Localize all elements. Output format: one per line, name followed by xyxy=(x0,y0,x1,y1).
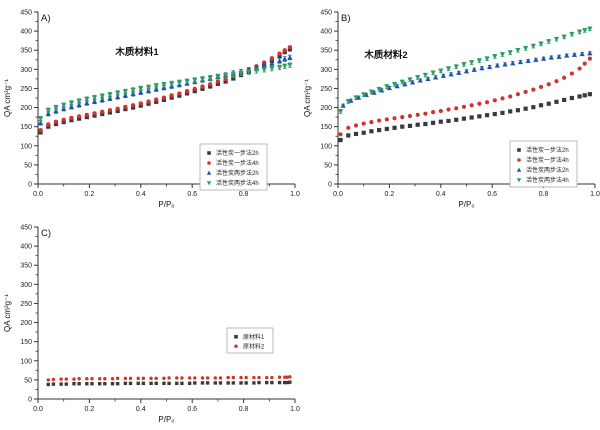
y-tick-label: 300 xyxy=(320,67,332,74)
legend-label: 活性炭一步法4h xyxy=(526,156,569,164)
legend: 活性炭一步法2h 活性炭一步法4h 活性炭两步法2h 活性炭两步法4h xyxy=(509,140,578,188)
legend-label: 活性炭一步法2h xyxy=(216,149,259,157)
y-tick-label: 250 xyxy=(20,301,32,308)
legend-label: 活性炭一步法2h xyxy=(526,146,569,154)
chart-title: 木质材料2 xyxy=(363,49,407,61)
y-tick-label: 350 xyxy=(20,48,32,55)
y-tick-label: 450 xyxy=(20,225,32,232)
x-tick-label: 0.2 xyxy=(85,406,95,413)
x-tick-label: 0.4 xyxy=(136,191,146,198)
y-tick-label: 50 xyxy=(24,162,32,169)
y-tick-label: 100 xyxy=(20,143,32,150)
x-axis-label: P/P₀ xyxy=(158,415,174,424)
x-tick-label: 0.6 xyxy=(487,191,497,198)
y-tick-label: 150 xyxy=(20,124,32,131)
x-tick-label: 0.8 xyxy=(539,191,549,198)
x-axis-label: P/P₀ xyxy=(158,200,174,209)
y-axis-label: QA cm³g⁻¹ xyxy=(3,79,12,117)
y-tick-label: 450 xyxy=(20,10,32,17)
x-axis-label: P/P₀ xyxy=(458,200,474,209)
y-tick-label: 300 xyxy=(20,282,32,289)
axes: 0 50 100 150 200 250 300 350 400 450 0.0 0.2 0.4 0.6 0… xyxy=(320,10,600,199)
y-tick-label: 150 xyxy=(320,124,332,131)
panel-c-chart: 0 50 100 150 200 250 300 350 400 450 0.0 0.2 0.4 0.6 0… xyxy=(3,225,300,425)
x-tick-label: 0.4 xyxy=(136,406,146,413)
series-2 xyxy=(37,54,293,126)
y-tick-label: 200 xyxy=(20,320,32,327)
x-tick-label: 0.2 xyxy=(385,191,395,198)
x-tick-label: 0.0 xyxy=(33,406,43,413)
y-tick-label: 200 xyxy=(320,105,332,112)
series-3 xyxy=(37,62,293,122)
x-tick-label: 1.0 xyxy=(290,191,300,198)
series-3 xyxy=(337,26,593,115)
y-axis-label: QA cm³g⁻¹ xyxy=(3,294,12,332)
series-0 xyxy=(38,47,292,135)
y-tick-label: 0 xyxy=(28,397,32,404)
y-tick-label: 150 xyxy=(20,339,32,346)
y-tick-label: 350 xyxy=(20,263,32,270)
x-tick-label: 0.6 xyxy=(187,191,197,198)
series-1 xyxy=(338,56,592,137)
y-tick-label: 50 xyxy=(324,162,332,169)
chart-title: 木质材料1 xyxy=(114,46,159,58)
y-tick-label: 450 xyxy=(320,10,332,17)
panel-letter: A) xyxy=(41,13,51,24)
series-0 xyxy=(46,380,292,387)
y-axis-label: QA cm³g⁻¹ xyxy=(303,79,312,117)
x-tick-label: 0.0 xyxy=(33,191,43,198)
panel-letter: B) xyxy=(341,13,351,24)
series-0 xyxy=(338,92,592,143)
x-tick-label: 0.4 xyxy=(436,191,446,198)
series-1 xyxy=(46,375,292,382)
legend-label: 活性炭两步法4h xyxy=(216,179,259,187)
panel-a-chart: 0 50 100 150 200 250 300 350 400 450 0.0 0.2 0.4 0.6 0… xyxy=(3,10,300,210)
x-tick-label: 1.0 xyxy=(290,406,300,413)
legend-label: 原材料2 xyxy=(243,342,265,350)
y-tick-label: 50 xyxy=(24,377,32,384)
y-tick-label: 400 xyxy=(20,244,32,251)
y-tick-label: 300 xyxy=(20,67,32,74)
panel-b-chart: 0 50 100 150 200 250 300 350 400 450 0.0 0.2 0.4 0.6 0… xyxy=(303,10,600,210)
x-tick-label: 1.0 xyxy=(590,191,600,198)
y-tick-label: 250 xyxy=(320,86,332,93)
series-2 xyxy=(340,50,593,108)
y-tick-label: 250 xyxy=(20,86,32,93)
y-tick-label: 0 xyxy=(28,182,32,189)
y-tick-label: 400 xyxy=(320,29,332,36)
axes: 0 50 100 150 200 250 300 350 400 450 0.0 0.2 0.4 0.6 0… xyxy=(20,225,300,414)
legend-label: 原材料1 xyxy=(243,333,265,341)
y-tick-label: 100 xyxy=(20,358,32,365)
x-tick-label: 0.2 xyxy=(85,191,95,198)
legend-label: 活性炭两步法4h xyxy=(526,176,569,184)
legend: 活性炭一步法2h 活性炭一步法4h 活性炭两步法2h 活性炭两步法4h xyxy=(199,143,268,191)
x-tick-label: 0.6 xyxy=(187,406,197,413)
panel-letter: C) xyxy=(41,228,51,239)
legend-label: 活性炭两步法2h xyxy=(526,166,569,174)
y-tick-label: 350 xyxy=(320,48,332,55)
legend-label: 活性炭一步法4h xyxy=(216,159,259,167)
legend-label: 活性炭两步法2h xyxy=(216,169,259,177)
x-tick-label: 0.8 xyxy=(239,406,249,413)
y-tick-label: 0 xyxy=(328,182,332,189)
x-tick-label: 0.0 xyxy=(333,191,343,198)
y-tick-label: 400 xyxy=(20,29,32,36)
y-tick-label: 100 xyxy=(320,143,332,150)
x-tick-label: 0.8 xyxy=(239,191,249,198)
axes: 0 50 100 150 200 250 300 350 400 450 0.0 0.2 0.4 0.6 0… xyxy=(20,10,300,199)
y-tick-label: 200 xyxy=(20,105,32,112)
